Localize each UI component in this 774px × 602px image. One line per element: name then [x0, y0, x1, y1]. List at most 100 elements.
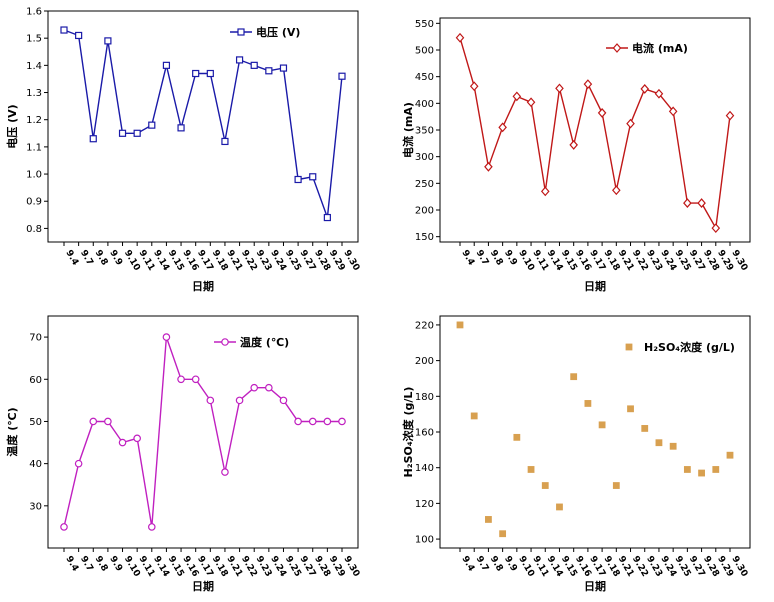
- current-y-tick-label: 400: [415, 99, 434, 110]
- temperature-data-point: [279, 396, 288, 405]
- current-data-point: [725, 110, 735, 121]
- temperature-legend: 温度 (℃): [214, 335, 289, 349]
- current-data-point: [597, 108, 607, 118]
- current-y-tick-label: 350: [415, 126, 434, 137]
- temperature-data-point: [323, 417, 332, 426]
- temperature-series-line: [63, 336, 342, 528]
- acid-data-point: [541, 482, 549, 489]
- acid-x-tick-label: 9.7: [474, 555, 491, 574]
- acid-y-tick-label: 180: [415, 392, 434, 403]
- current-legend-label: 电流 (mA): [632, 41, 688, 55]
- acid-data-point: [584, 400, 592, 407]
- temperature-data-point: [147, 523, 156, 531]
- temperature-chart-panel: 30405060709.49.79.89.99.109.119.149.159.…: [5, 315, 361, 593]
- current-series-line: [459, 37, 731, 231]
- voltage-x-tick-label: 9.8: [93, 249, 110, 268]
- voltage-data-point: [192, 69, 200, 78]
- acid-legend: H₂SO₄浓度 (g/L): [625, 340, 735, 354]
- current-data-point: [697, 198, 706, 208]
- current-data-point: [711, 223, 721, 234]
- voltage-data-point: [206, 69, 214, 78]
- acid-data-point: [556, 503, 563, 511]
- voltage-data-point: [221, 137, 229, 146]
- voltage-x-tick-label: 9.4: [63, 249, 80, 268]
- current-y-axis-title: 电流 (mA): [401, 102, 415, 158]
- voltage-data-point: [338, 72, 346, 80]
- temperature-data-point: [133, 434, 141, 443]
- voltage-data-point: [89, 135, 97, 143]
- voltage-series-line: [63, 29, 343, 218]
- acid-data-point: [627, 405, 634, 413]
- current-y-tick-label: 500: [415, 46, 434, 57]
- temperature-x-tick-label: 9.4: [63, 555, 80, 574]
- current-x-axis-title: 日期: [584, 279, 606, 293]
- voltage-data-point: [323, 213, 331, 222]
- voltage-legend-label: 电压 (V): [256, 25, 300, 39]
- voltage-data-point: [118, 129, 127, 137]
- acid-data-point: [470, 412, 478, 420]
- current-data-point: [526, 97, 536, 108]
- acid-data-point: [669, 442, 677, 450]
- current-x-tick-label: 9.4: [459, 249, 476, 268]
- temperature-data-point: [221, 468, 229, 476]
- current-data-point: [455, 32, 465, 43]
- temperature-y-tick-label: 30: [29, 501, 42, 512]
- acid-y-tick-label: 120: [415, 499, 434, 510]
- temperature-data-point: [104, 417, 112, 426]
- acid-data-point: [499, 530, 507, 538]
- temperature-data-point: [118, 438, 127, 447]
- voltage-x-tick-label: 9.7: [78, 249, 95, 268]
- current-y-tick-label: 550: [415, 19, 434, 30]
- acid-data-point: [726, 451, 734, 459]
- acid-data-point: [655, 439, 663, 447]
- temperature-data-point: [308, 417, 317, 426]
- current-data-point: [569, 140, 578, 150]
- current-legend-marker: [612, 43, 622, 53]
- acid-x-tick-label: 9.8: [488, 555, 505, 574]
- acid-y-axis-title: H₂SO₄浓度 (g/L): [401, 387, 415, 478]
- voltage-y-axis-title: 电压 (V): [5, 104, 19, 148]
- temperature-x-tick-label: 9.30: [341, 555, 361, 579]
- acid-legend-label: H₂SO₄浓度 (g/L): [644, 340, 735, 354]
- current-x-tick-label: 9.8: [488, 249, 505, 268]
- voltage-y-tick-label: 1.4: [26, 61, 42, 72]
- current-data-point: [498, 122, 507, 133]
- current-chart-panel: 1502002503003504004505005509.49.79.89.99…: [401, 17, 751, 293]
- voltage-data-point: [104, 37, 112, 45]
- voltage-data-point: [133, 129, 141, 137]
- acid-y-tick-label: 100: [415, 535, 434, 546]
- acid-concentration-chart-panel: 1001201401601802002209.49.79.89.99.109.1…: [401, 315, 751, 593]
- voltage-data-point: [75, 31, 83, 40]
- temperature-y-tick-label: 50: [29, 417, 42, 428]
- current-data-point: [668, 106, 678, 117]
- voltage-legend: 电压 (V): [230, 25, 300, 39]
- voltage-data-point: [177, 124, 185, 132]
- acid-x-tick-label: 9.4: [459, 555, 476, 574]
- acid-data-point: [456, 321, 464, 329]
- temperature-data-point: [177, 375, 185, 384]
- temperature-data-point: [206, 396, 215, 405]
- temperature-data-point: [89, 417, 98, 426]
- temperature-data-point: [191, 375, 200, 384]
- acid-x-tick-label: 9.9: [502, 555, 519, 574]
- temperature-y-tick-label: 70: [29, 333, 42, 344]
- current-data-point: [512, 91, 522, 102]
- voltage-legend-marker: [237, 28, 245, 36]
- temperature-data-point: [265, 383, 273, 392]
- voltage-chart-panel: 0.8 0.9 1.0 1.1 1.2 1.3 1.4 1.5 1.6 9.49.79.89.9 9…: [5, 7, 361, 294]
- temperature-legend-marker: [221, 338, 229, 346]
- acid-data-point: [485, 516, 492, 523]
- acid-y-tick-label: 200: [415, 356, 434, 367]
- current-x-tick-label: 9.9: [502, 249, 519, 268]
- current-data-point: [612, 185, 621, 196]
- voltage-data-point: [294, 175, 302, 184]
- temperature-x-tick-label: 9.9: [107, 555, 124, 574]
- current-data-point: [640, 84, 650, 94]
- acid-y-tick-label: 160: [415, 428, 434, 439]
- current-data-point: [654, 88, 664, 99]
- temperature-data-point: [60, 523, 68, 531]
- current-plot-frame: [439, 17, 751, 243]
- temperature-data-point: [338, 417, 346, 426]
